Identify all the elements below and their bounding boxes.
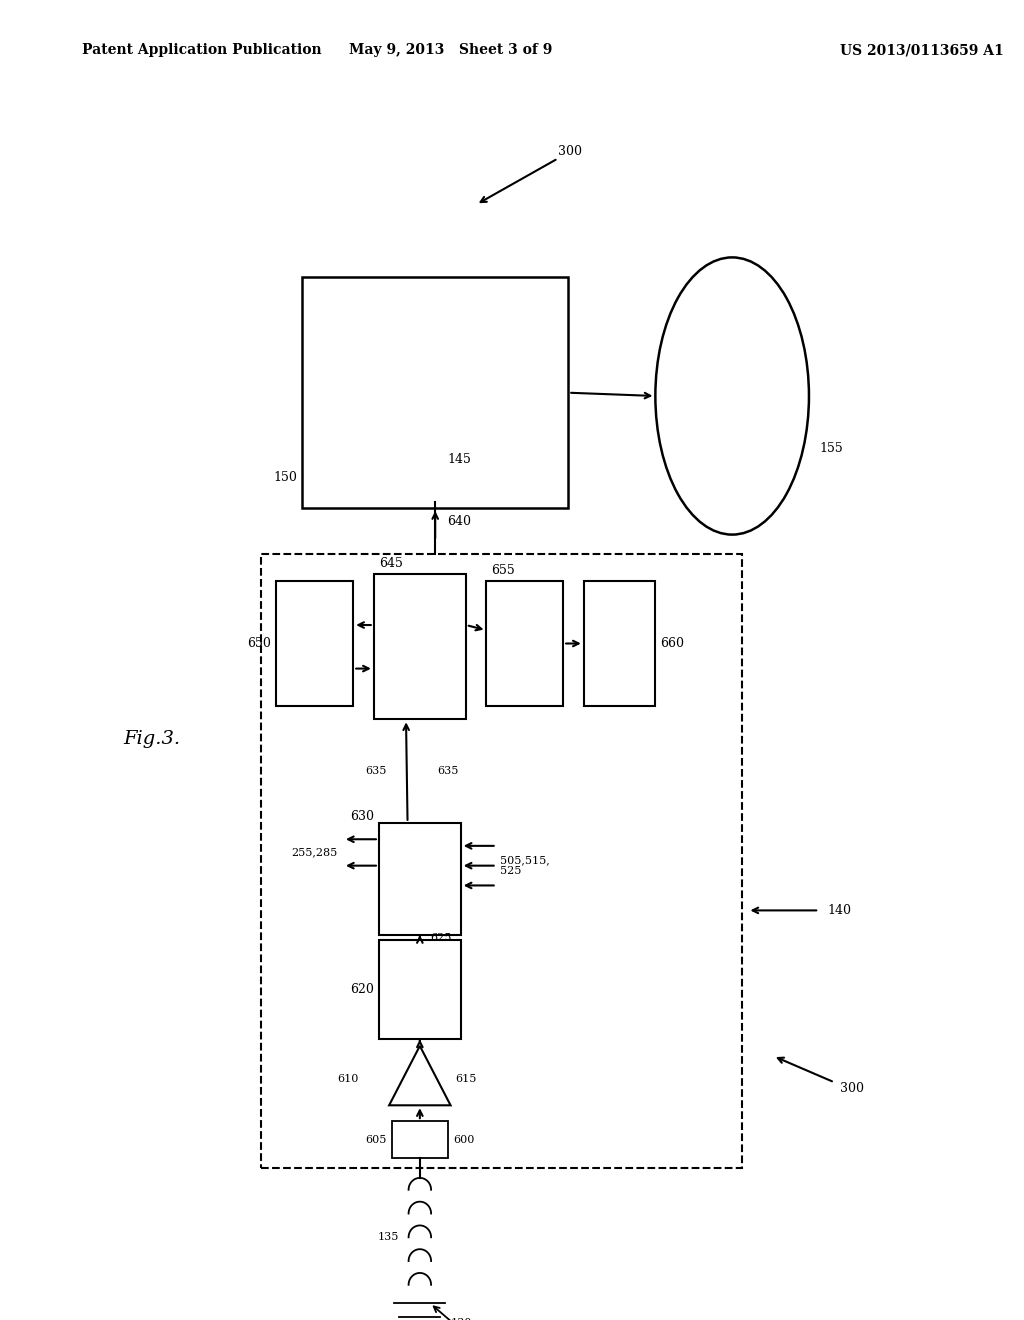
Bar [276, 581, 353, 706]
Text: 300: 300 [840, 1082, 863, 1096]
Text: 645: 645 [379, 557, 402, 570]
Text: 660: 660 [660, 638, 684, 649]
Text: 505,515,
525: 505,515, 525 [500, 855, 550, 876]
Text: 620: 620 [350, 983, 374, 997]
Text: 300: 300 [558, 145, 582, 158]
Bar [584, 581, 655, 706]
Text: 630: 630 [350, 809, 374, 822]
Text: 145: 145 [447, 453, 471, 466]
Text: 625: 625 [430, 933, 452, 942]
Text: 610: 610 [337, 1074, 358, 1084]
Polygon shape [389, 1045, 451, 1105]
Text: 135: 135 [378, 1233, 399, 1242]
Text: Fig.3.: Fig.3. [123, 730, 180, 748]
Text: Patent Application Publication: Patent Application Publication [82, 44, 322, 57]
Bar [379, 940, 461, 1039]
Text: 150: 150 [273, 471, 297, 484]
Text: 605: 605 [366, 1135, 386, 1144]
Text: 640: 640 [447, 515, 471, 528]
Bar [261, 554, 742, 1168]
Text: 600: 600 [453, 1135, 474, 1144]
Bar [302, 277, 568, 508]
Text: 635: 635 [366, 766, 387, 776]
Bar [374, 574, 466, 719]
Text: 155: 155 [819, 442, 843, 455]
Text: May 9, 2013   Sheet 3 of 9: May 9, 2013 Sheet 3 of 9 [349, 44, 552, 57]
Text: 635: 635 [437, 766, 459, 776]
Bar [379, 822, 461, 935]
Text: 130: 130 [451, 1319, 472, 1320]
Bar [391, 1121, 447, 1158]
Text: US 2013/0113659 A1: US 2013/0113659 A1 [840, 44, 1004, 57]
Text: 650: 650 [248, 638, 271, 649]
Text: 655: 655 [492, 564, 515, 577]
Bar [486, 581, 563, 706]
Text: 615: 615 [456, 1074, 477, 1084]
Text: 140: 140 [827, 904, 851, 917]
Text: 255,285: 255,285 [292, 847, 338, 858]
Ellipse shape [655, 257, 809, 535]
